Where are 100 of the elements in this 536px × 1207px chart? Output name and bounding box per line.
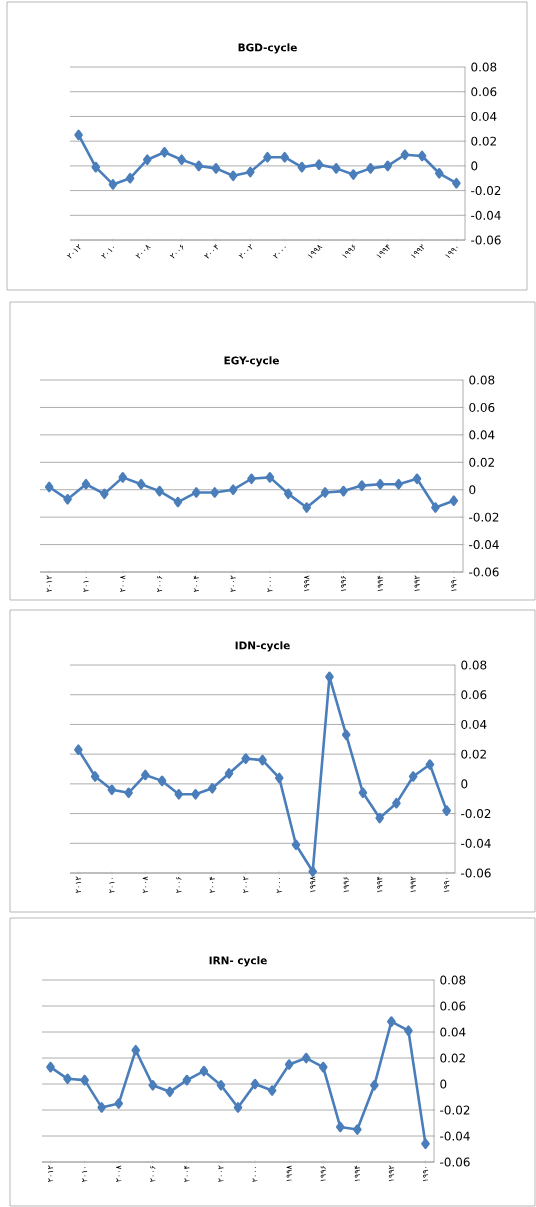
point — [125, 172, 135, 184]
point — [375, 812, 384, 824]
point — [107, 784, 117, 796]
point — [233, 1102, 243, 1113]
point — [274, 772, 284, 784]
point — [44, 481, 54, 493]
point — [375, 478, 385, 490]
chart-title: IRN- cycle — [209, 956, 267, 967]
point — [263, 151, 272, 163]
point — [394, 478, 403, 490]
y-tick-label: 0.04 — [469, 430, 495, 440]
chart-title: EGY-cycle — [224, 356, 279, 367]
point — [452, 177, 461, 189]
point — [258, 754, 267, 766]
y-tick-label: 0.02 — [471, 136, 496, 146]
y-tick-label: 0.08 — [471, 62, 497, 72]
point — [308, 866, 318, 877]
point — [250, 1078, 260, 1090]
point — [210, 487, 220, 498]
y-tick-label: 0.02 — [461, 749, 486, 759]
point — [431, 502, 440, 513]
point — [173, 496, 183, 508]
point — [417, 150, 427, 162]
point — [320, 487, 330, 498]
y-tick-label: -0.04 — [440, 1131, 470, 1141]
y-tick-label: -0.04 — [469, 540, 499, 550]
point — [246, 166, 255, 178]
point — [267, 1085, 277, 1096]
point — [370, 1080, 379, 1091]
y-tick-label: 0 — [461, 779, 468, 789]
point — [91, 161, 101, 173]
y-tick-label: 0.04 — [471, 111, 497, 121]
point — [97, 1102, 106, 1113]
y-tick-label: 0.08 — [440, 975, 466, 985]
y-tick-label: 0.04 — [461, 719, 487, 729]
point — [353, 1124, 362, 1135]
point — [284, 1059, 294, 1070]
point — [358, 787, 368, 799]
point — [297, 161, 307, 173]
point — [425, 759, 435, 770]
point — [191, 788, 200, 800]
point — [449, 495, 459, 506]
y-tick-label: -0.02 — [469, 512, 499, 522]
point — [211, 163, 221, 174]
point — [194, 160, 204, 172]
y-tick-label: 0 — [440, 1079, 447, 1089]
y-tick-label: 0.02 — [440, 1053, 465, 1063]
point — [302, 502, 311, 513]
point — [291, 839, 301, 851]
point — [339, 485, 348, 497]
point — [318, 1061, 328, 1073]
point — [228, 484, 238, 496]
point — [165, 1086, 175, 1098]
point — [155, 485, 164, 497]
point — [341, 729, 351, 741]
point — [148, 1080, 158, 1091]
chart-title: IDN-cycle — [235, 641, 290, 652]
y-tick-label: 0 — [469, 485, 476, 495]
point — [224, 768, 234, 779]
y-tick-label: 0.06 — [461, 690, 487, 700]
point — [63, 494, 72, 505]
point — [160, 146, 169, 158]
point — [74, 744, 83, 755]
point — [357, 480, 367, 491]
point — [100, 488, 109, 500]
point — [108, 179, 118, 190]
y-tick-label: -0.02 — [461, 809, 491, 819]
point — [177, 154, 186, 165]
y-tick-label: 0.06 — [440, 1001, 466, 1011]
point — [199, 1065, 209, 1077]
y-tick-label: -0.06 — [469, 567, 499, 577]
point — [46, 1061, 55, 1073]
point — [335, 1121, 345, 1133]
point — [400, 149, 410, 161]
point — [421, 1138, 430, 1150]
point — [283, 488, 293, 500]
y-tick-label: 0 — [471, 161, 478, 171]
y-tick-label: 0.06 — [469, 402, 495, 412]
point — [157, 775, 167, 787]
point — [141, 769, 150, 781]
point — [80, 1074, 89, 1086]
y-tick-label: 0.08 — [461, 660, 487, 670]
point — [216, 1080, 226, 1091]
y-tick-label: -0.02 — [471, 186, 501, 196]
point — [207, 783, 217, 794]
chart-title: BGD-cycle — [238, 43, 297, 54]
point — [74, 129, 83, 141]
point — [247, 473, 256, 485]
point — [301, 1052, 311, 1064]
y-tick-label: 0.02 — [469, 457, 494, 467]
point — [131, 1044, 141, 1056]
point — [408, 771, 418, 782]
y-tick-label: -0.06 — [461, 868, 491, 878]
point — [118, 472, 128, 483]
point — [265, 472, 275, 483]
point — [192, 487, 201, 498]
point — [331, 163, 341, 174]
y-tick-label: 0.04 — [440, 1027, 466, 1037]
y-tick-label: -0.04 — [471, 210, 501, 220]
point — [81, 478, 91, 490]
